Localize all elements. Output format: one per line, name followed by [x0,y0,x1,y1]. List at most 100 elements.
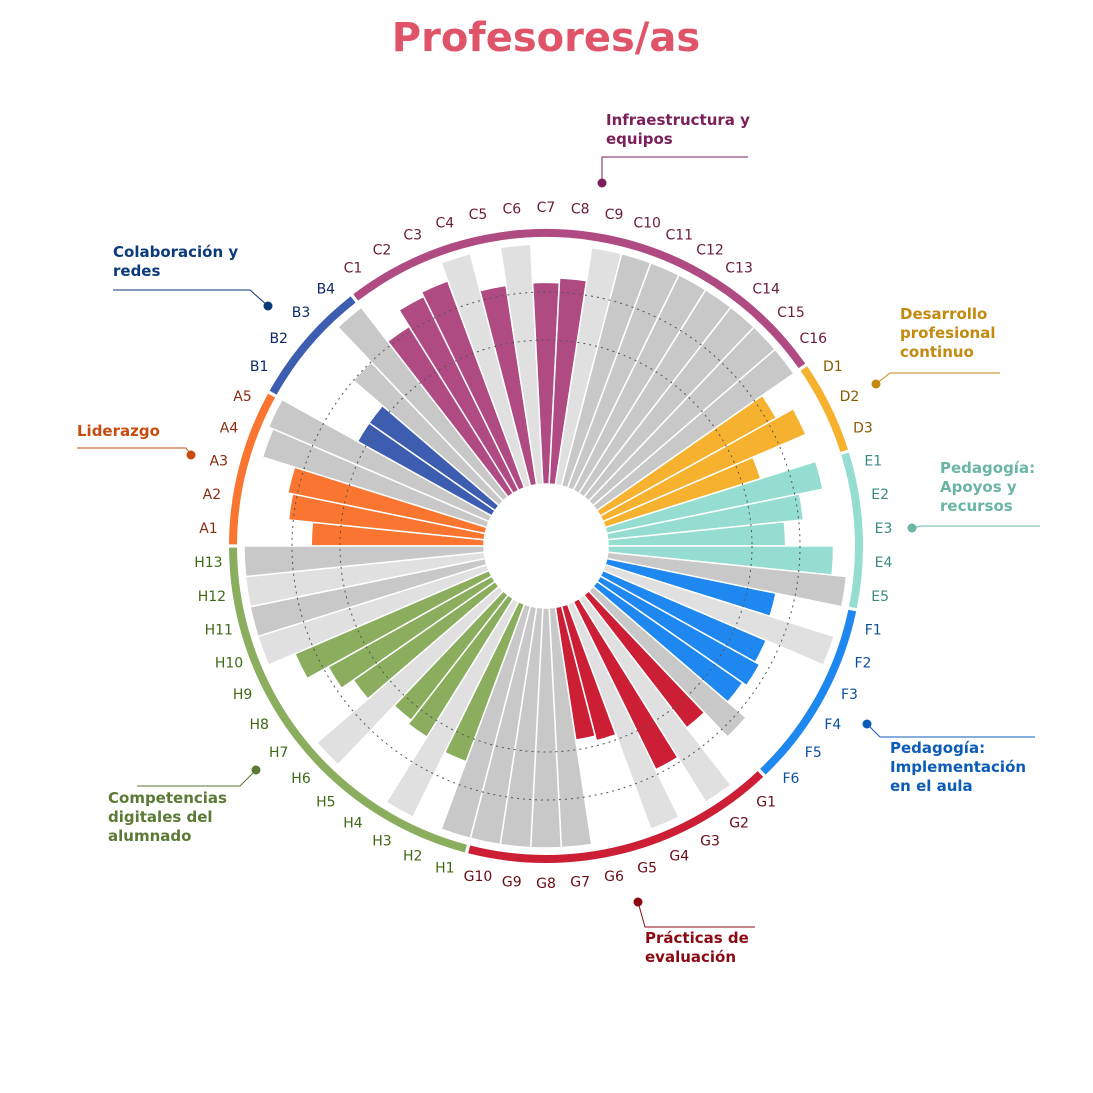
bar [601,563,836,667]
callout-dot [597,178,607,188]
bar [440,603,532,840]
callout-line [137,769,257,787]
item-label: H8 [249,717,268,733]
callout-dot [186,450,196,460]
callout-line [875,372,1000,385]
item-label: C1 [344,261,363,277]
group-name: Colaboración y redes [113,243,239,280]
group-ring [353,229,806,369]
item-label: H12 [198,589,226,605]
group-name: Liderazgo [77,422,160,440]
item-label: C9 [605,207,624,223]
item-label: C6 [502,202,521,218]
bar [605,493,805,541]
item-label: D3 [853,421,873,437]
item-label: G4 [669,849,689,865]
item-label: H3 [372,834,391,850]
item-label: A2 [203,487,221,503]
bar [440,252,532,489]
item-label: G2 [729,815,749,831]
item-label: H7 [269,745,288,761]
group-ring [269,296,356,395]
item-label: E1 [864,453,882,469]
group-name: Infraestructura y equipos [606,111,750,148]
bar [577,593,732,804]
bar [560,603,617,742]
callout-dot [871,379,881,389]
item-label: C4 [435,216,454,232]
item-label: H1 [435,860,454,876]
item-label: B2 [269,331,288,347]
group-name: Desarrollo profesional continuo [900,305,996,361]
item-label: H11 [205,623,233,639]
bar [499,243,544,486]
group-name: Pedagogía: Implementación en el aula [890,739,1027,795]
bar [605,551,848,608]
item-label: G3 [700,834,720,850]
item-label: F1 [865,623,882,639]
grid-circle [291,291,801,801]
group-ring [841,452,863,609]
item-label: H2 [403,849,422,865]
item-label: A4 [220,421,239,437]
item-label: C10 [633,216,661,232]
item-label: G9 [502,874,522,890]
bar [587,585,748,739]
item-label: B4 [317,282,336,298]
item-label: B1 [250,359,269,375]
callout-dot [862,719,872,729]
bar [591,348,795,512]
item-label: F3 [841,687,858,703]
bar [599,407,807,523]
callout-dot [251,765,261,775]
group-ring [760,609,857,775]
group-ring [229,547,467,853]
item-label: C12 [696,242,724,258]
item-label: G10 [464,869,493,885]
item-label: G1 [756,794,776,810]
item-label: H5 [316,794,335,810]
item-label: E4 [875,555,893,571]
item-label: G5 [637,860,657,876]
item-label: D1 [823,359,843,375]
item-label: C5 [469,207,488,223]
item-label: C15 [777,305,805,321]
item-label: A3 [210,453,228,469]
item-label: C8 [571,202,590,218]
item-label: H6 [291,771,311,787]
item-label: F5 [805,745,822,761]
bar [315,585,505,766]
item-label: A5 [233,389,251,405]
item-label: G8 [536,876,556,892]
group-name: Competencias digitales del alumnado [108,789,227,845]
item-label: D2 [840,389,860,405]
bar [595,575,761,687]
callout-line [911,525,1040,529]
group-ring [800,366,848,452]
item-label: C13 [725,261,753,277]
item-label: C14 [752,282,780,298]
callout-dot [263,301,273,311]
item-label: H10 [215,655,243,671]
group-ring [229,393,276,545]
item-label: E5 [871,589,889,605]
bar [604,460,824,535]
grid-circle [339,339,753,753]
group-ring [468,771,764,863]
bar [385,597,520,819]
item-label: C3 [403,227,422,243]
group-name: Prácticas de evaluación [645,929,749,966]
group-name: Pedagogía: Apoyos y recursos [940,459,1036,515]
item-label: A1 [199,521,217,537]
item-label: C2 [373,242,392,258]
item-label: F4 [824,717,841,733]
bar [336,306,510,503]
item-label: F6 [782,771,799,787]
item-label: C11 [665,227,693,243]
item-label: G7 [570,874,590,890]
bar [243,545,486,578]
chart-title: Profesores/as [392,15,700,61]
callout-line [77,447,192,456]
